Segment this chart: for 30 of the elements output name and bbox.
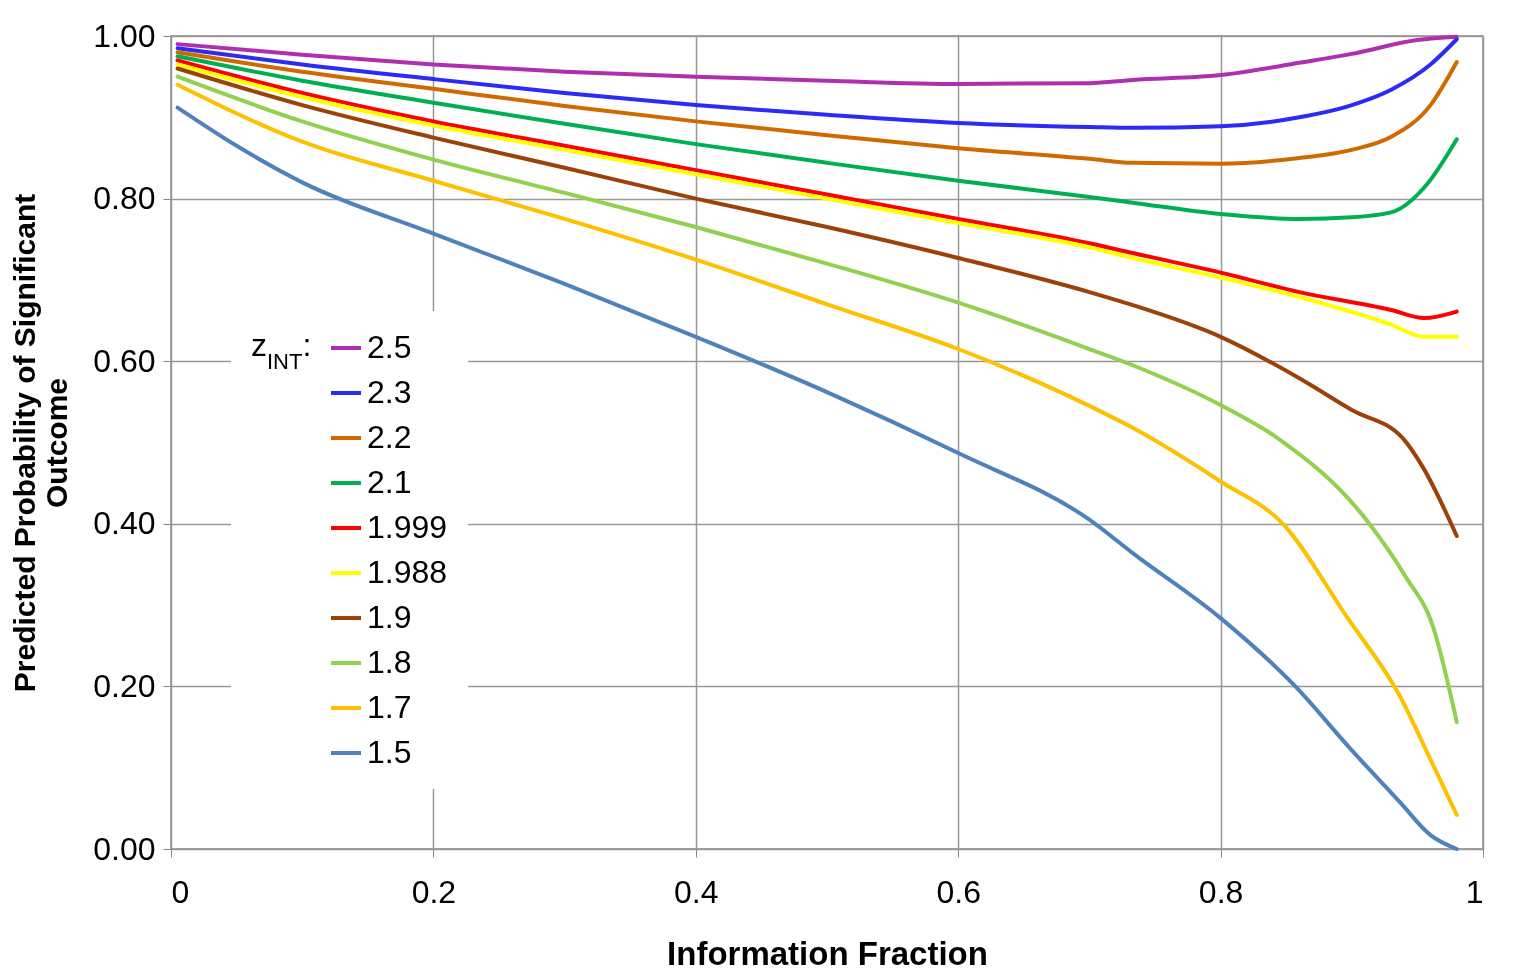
x-tick-label: 0 <box>171 873 190 910</box>
legend-label: 2.2 <box>367 419 412 455</box>
line-series <box>175 37 1459 130</box>
y-tick-label: 0.00 <box>93 830 156 867</box>
x-tick-label: 0.8 <box>1198 873 1244 910</box>
y-tick-label: 0.60 <box>93 342 156 379</box>
y-tick-label: 0.80 <box>93 180 156 217</box>
x-tick-label: 1 <box>1465 873 1484 910</box>
legend-label: 1.988 <box>367 554 448 590</box>
legend-label: 1.7 <box>367 689 412 725</box>
legend-label: 1.8 <box>367 644 412 680</box>
legend-label: 1.999 <box>367 509 448 545</box>
legend-label: 1.5 <box>367 734 412 770</box>
line-series <box>175 50 1459 166</box>
x-axis-title: Information Fraction <box>667 934 988 972</box>
y-axis-title: Predicted Probability of Significant Outcome <box>8 193 74 693</box>
x-tick-label: 0.6 <box>936 873 981 910</box>
line-series <box>175 54 1459 221</box>
legend-title: z$_{INT}$: <box>251 327 312 374</box>
y-tick-label: 0.20 <box>93 667 156 704</box>
line-series <box>175 34 1459 86</box>
x-tick-label: 0.2 <box>411 873 457 910</box>
y-tick-label: 0.40 <box>93 505 156 542</box>
y-tick-label: 1.00 <box>93 17 156 54</box>
legend-label: 2.3 <box>367 374 412 410</box>
legend-label: 2.5 <box>367 329 412 365</box>
legend-label: 1.9 <box>367 599 412 635</box>
legend-label: 2.1 <box>367 464 412 500</box>
x-tick-label: 0.4 <box>674 873 719 910</box>
line-series <box>175 66 1459 538</box>
